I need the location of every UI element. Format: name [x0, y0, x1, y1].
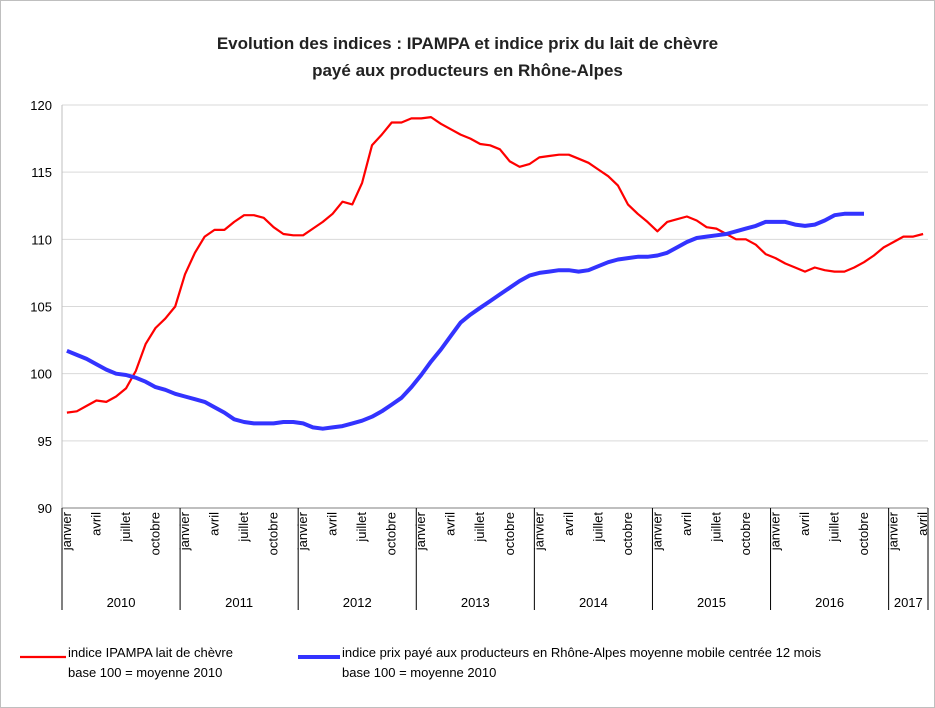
year-label: 2012: [343, 595, 372, 610]
year-label: 2016: [815, 595, 844, 610]
x-tick-label: octobre: [620, 512, 635, 555]
series-line: [66, 116, 924, 414]
y-tick-label: 120: [30, 98, 52, 113]
x-tick-label: janvier: [886, 511, 901, 551]
legend-label: indice prix payé aux producteurs en Rhôn…: [342, 645, 822, 680]
year-label: 2014: [579, 595, 608, 610]
y-tick-label: 95: [38, 434, 52, 449]
x-tick-label: octobre: [384, 512, 399, 555]
x-tick-label: janvier: [295, 511, 310, 551]
x-tick-label: juillet: [590, 512, 605, 543]
x-tick-label: octobre: [856, 512, 871, 555]
x-tick-label: avril: [915, 512, 930, 536]
x-tick-label: avril: [443, 512, 458, 536]
x-tick-label: juillet: [827, 512, 842, 543]
x-tick-label: janvier: [531, 511, 546, 551]
y-tick-label: 110: [31, 232, 52, 247]
x-tick-label: janvier: [413, 511, 428, 551]
x-tick-label: juillet: [354, 512, 369, 543]
year-label: 2015: [697, 595, 726, 610]
x-tick-label: avril: [207, 512, 222, 536]
x-tick-label: octobre: [147, 512, 162, 555]
x-tick-label: octobre: [738, 512, 753, 555]
y-tick-label: 115: [31, 165, 52, 180]
x-tick-label: janvier: [59, 511, 74, 551]
x-tick-label: juillet: [118, 512, 133, 543]
legend-label: indice IPAMPA lait de chèvre base 100 = …: [68, 645, 233, 680]
year-label: 2010: [107, 595, 136, 610]
y-tick-label: 100: [30, 367, 52, 382]
x-tick-label: avril: [88, 512, 103, 536]
x-tick-label: juillet: [472, 512, 487, 543]
year-label: 2011: [225, 595, 253, 610]
y-tick-label: 90: [38, 501, 52, 516]
x-tick-label: octobre: [266, 512, 281, 555]
x-tick-label: avril: [561, 512, 576, 536]
x-tick-label: avril: [679, 512, 694, 536]
x-tick-label: janvier: [767, 511, 782, 551]
series-line: [66, 211, 864, 431]
x-tick-label: octobre: [502, 512, 517, 555]
chart-title: Evolution des indices : IPAMPA et indice…: [216, 34, 719, 80]
x-tick-label: avril: [325, 512, 340, 536]
y-tick-label: 105: [30, 300, 52, 315]
year-label: 2013: [461, 595, 490, 610]
x-tick-label: avril: [797, 512, 812, 536]
x-tick-label: janvier: [177, 511, 192, 551]
x-tick-label: janvier: [649, 511, 664, 551]
x-tick-label: juillet: [708, 512, 723, 543]
year-label: 2017: [894, 595, 923, 610]
x-tick-label: juillet: [236, 512, 251, 543]
